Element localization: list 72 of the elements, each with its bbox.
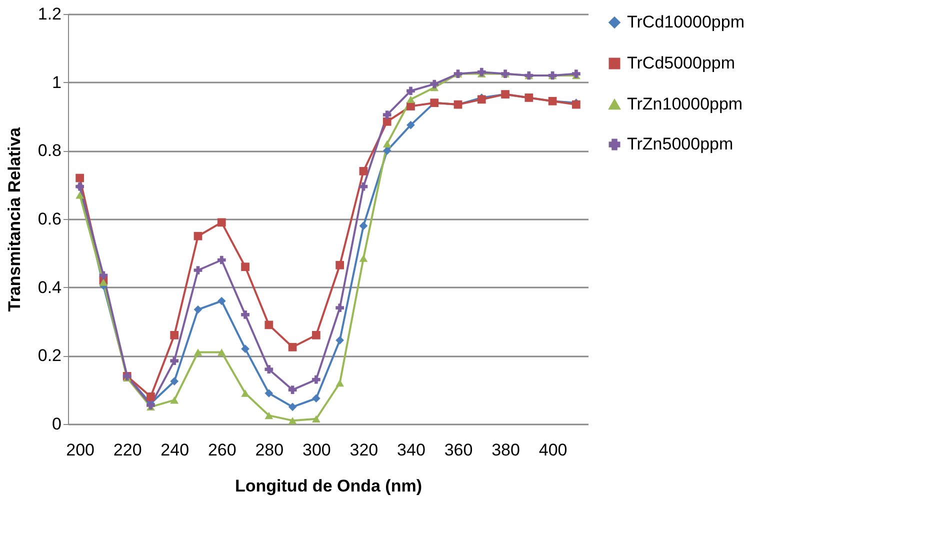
x-tick-label: 300 — [302, 440, 331, 460]
x-tick-label: 340 — [397, 440, 426, 460]
x-tick-label: 240 — [160, 440, 190, 460]
point — [359, 222, 368, 230]
x-tick-label: 200 — [66, 440, 95, 460]
point — [382, 110, 392, 119]
legend-label: TrCd10000ppm — [627, 12, 744, 32]
point — [406, 96, 415, 104]
point — [264, 320, 274, 330]
x-tick-label: 360 — [444, 440, 473, 460]
point — [194, 232, 202, 240]
point — [406, 86, 415, 96]
x-tick-label: 260 — [208, 440, 236, 460]
point — [76, 191, 84, 199]
point — [430, 80, 439, 88]
y-tick-label: 0 — [52, 414, 62, 434]
point — [99, 278, 108, 286]
point — [217, 256, 226, 264]
legend-label: TrZn5000ppm — [627, 134, 734, 154]
point — [288, 342, 297, 352]
point — [288, 416, 297, 424]
point — [312, 394, 320, 403]
point — [241, 310, 250, 319]
y-tick-label: 0.6 — [38, 210, 62, 228]
point — [382, 140, 392, 148]
point — [477, 68, 486, 76]
y-tick-label: 1 — [52, 72, 62, 92]
x-tick-label: 220 — [113, 440, 142, 460]
point — [264, 412, 274, 420]
point — [217, 218, 226, 227]
point — [217, 296, 226, 306]
point — [146, 392, 155, 401]
x-tick-label: 380 — [492, 440, 520, 460]
point — [241, 262, 250, 272]
point — [170, 377, 179, 386]
y-tick-label: 0.8 — [38, 141, 62, 160]
point — [312, 415, 320, 422]
point — [194, 305, 202, 314]
point — [312, 375, 320, 384]
legend-label: TrZn10000ppm — [627, 94, 743, 114]
point — [241, 344, 250, 354]
point — [359, 166, 368, 176]
x-tick-label: 320 — [350, 440, 378, 460]
y-tick-label: 0.4 — [38, 278, 62, 297]
point — [264, 365, 274, 374]
point — [336, 304, 344, 312]
point — [288, 386, 297, 394]
point — [170, 356, 179, 365]
x-tick-label: 280 — [255, 440, 284, 460]
point — [382, 117, 392, 126]
point — [264, 389, 274, 398]
point — [312, 330, 320, 340]
point — [336, 379, 344, 387]
y-tick-label: 1.2 — [38, 4, 62, 24]
x-axis-title: Longitud de Onda (nm) — [235, 476, 422, 496]
point — [76, 174, 84, 182]
point — [359, 254, 368, 262]
point — [194, 348, 202, 356]
point — [336, 336, 344, 344]
point — [406, 120, 415, 130]
point — [99, 271, 108, 280]
point — [170, 330, 179, 340]
y-axis-title: Transmitancia Relativa — [4, 126, 24, 312]
point — [241, 390, 250, 397]
point — [336, 260, 344, 270]
point — [170, 396, 179, 404]
y-tick-label: 0.2 — [38, 346, 62, 366]
legend-label: TrCd5000ppm — [627, 54, 736, 72]
point — [288, 402, 297, 412]
point — [217, 348, 226, 356]
x-tick-label: 400 — [538, 440, 568, 460]
point — [194, 266, 202, 274]
